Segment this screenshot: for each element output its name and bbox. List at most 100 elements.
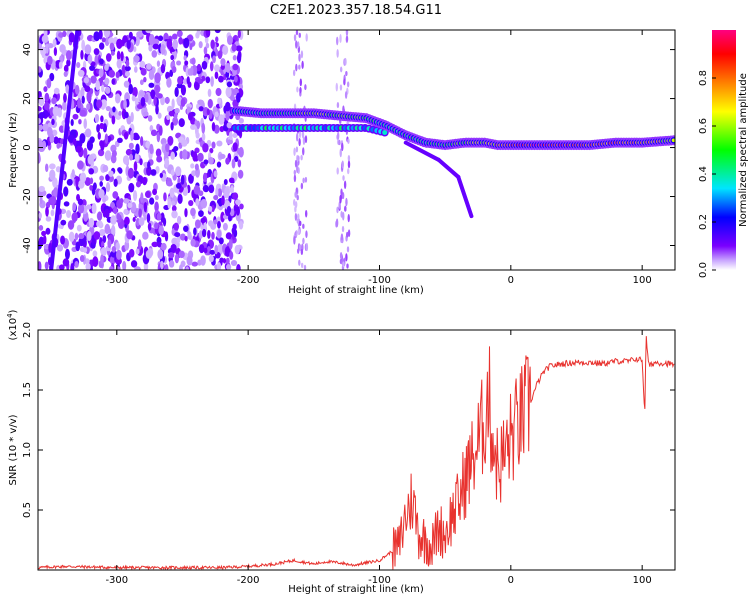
noise-blob (128, 142, 134, 150)
noise-blob (211, 204, 215, 213)
noise-blob (147, 161, 151, 170)
noise-blob (151, 50, 158, 58)
x-tick-label: 0 (508, 575, 514, 586)
noise-blob (67, 220, 75, 230)
noise-blob (86, 91, 92, 103)
noise-blob (118, 167, 123, 174)
noise-blob (238, 117, 244, 124)
noise-band-blob (339, 251, 343, 260)
noise-blob (159, 172, 164, 178)
x-tick-label: 100 (633, 575, 652, 586)
noise-blob (49, 169, 56, 181)
noise-blob (51, 129, 58, 137)
noise-band-blob (300, 154, 303, 161)
noise-band-blob (336, 206, 339, 214)
noise-blob (123, 80, 130, 88)
noise-blob (218, 237, 224, 245)
noise-blob (53, 87, 60, 95)
noise-blob (92, 250, 98, 258)
noise-blob (98, 42, 105, 50)
noise-band-blob (298, 32, 301, 38)
noise-blob (158, 225, 164, 236)
noise-blob (147, 222, 152, 231)
noise-blob (109, 255, 116, 265)
noise-blob (42, 123, 50, 132)
noise-blob (110, 50, 115, 56)
noise-blob (184, 60, 189, 66)
noise-blob (105, 174, 110, 182)
noise-blob (177, 193, 183, 205)
noise-blob (70, 263, 75, 270)
noise-blob (144, 190, 151, 198)
noise-blob (239, 203, 244, 210)
noise-blob (79, 109, 87, 117)
noise-blob (171, 200, 176, 207)
noise-blob (74, 232, 79, 241)
noise-blob (111, 78, 115, 85)
noise-blob (183, 225, 189, 232)
heatmap-y-axis-label: Frequency (Hz) (8, 112, 19, 188)
noise-blob (86, 204, 92, 210)
noise-blob (95, 79, 101, 91)
noise-band-blob (346, 246, 350, 253)
heatmap-x-ticks: -300 -200 -100 0 100 (105, 30, 652, 286)
noise-band-blob (305, 33, 308, 42)
noise-blob (45, 206, 49, 217)
noise-blob (193, 227, 197, 236)
noise-band-blob (346, 81, 350, 88)
noise-blob (52, 38, 57, 48)
noise-blob (92, 256, 99, 267)
noise-blob (83, 247, 88, 253)
noise-blob (101, 84, 105, 93)
noise-blob (217, 50, 223, 60)
noise-blob (51, 97, 57, 105)
noise-blob (44, 261, 49, 270)
noise-blob (43, 86, 48, 92)
noise-blob (115, 249, 122, 260)
heatmap-marks (38, 30, 675, 270)
noise-blob (56, 244, 64, 252)
noise-blob (202, 172, 208, 183)
noise-blob (228, 239, 233, 250)
noise-blob (235, 199, 241, 205)
noise-blob (209, 249, 216, 255)
noise-blob (84, 128, 92, 138)
tail-segment (456, 174, 474, 219)
noise-blob (128, 31, 133, 39)
noise-blob (116, 212, 121, 221)
noise-blob (191, 170, 197, 177)
noise-blob (88, 217, 95, 228)
noise-band-blob (302, 136, 306, 146)
noise-band-blob (295, 132, 299, 142)
noise-blob (139, 60, 146, 68)
noise-blob (90, 75, 97, 84)
noise-blob (188, 199, 194, 207)
noise-blob (197, 152, 204, 162)
noise-band-blob (300, 248, 304, 255)
noise-band-blob (342, 175, 345, 181)
y-tick-label: 40 (22, 43, 33, 56)
noise-blob (180, 98, 186, 107)
noise-blob (160, 43, 166, 55)
noise-blob (56, 142, 61, 149)
noise-blob (91, 203, 97, 214)
chirp-line (49, 30, 80, 270)
noise-blob (174, 112, 178, 119)
noise-blob (63, 186, 69, 197)
noise-blob (111, 246, 117, 253)
noise-blob (207, 229, 211, 239)
heatmap-frame (37, 29, 676, 271)
noise-blob (128, 182, 135, 193)
noise-blob (171, 65, 177, 74)
noise-blob (160, 63, 166, 74)
noise-blob (137, 239, 142, 251)
noise-blob (133, 55, 140, 63)
noise-blob (81, 95, 85, 104)
noise-blob (99, 58, 104, 65)
noise-blob (59, 44, 66, 53)
noise-band-blob (345, 70, 348, 77)
noise-blob (120, 51, 124, 62)
noise-blob (77, 198, 84, 206)
noise-blob (225, 263, 232, 270)
noise-band-blob (298, 138, 301, 147)
